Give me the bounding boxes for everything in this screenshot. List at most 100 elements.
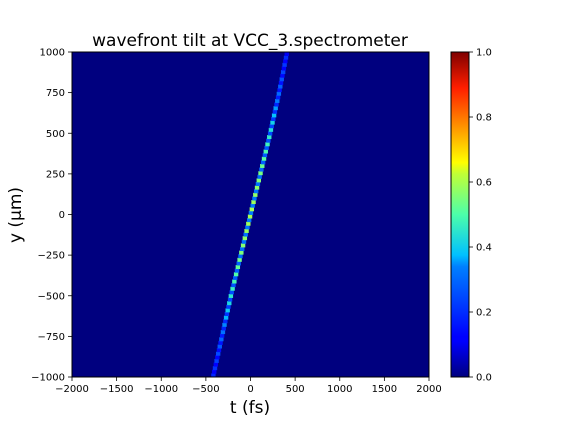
y-tick-label: −750 <box>38 332 65 343</box>
ridge-segment <box>273 106 278 111</box>
ridge-segment <box>219 333 225 338</box>
x-tick-label: −1000 <box>144 384 178 395</box>
x-axis-ticks: −2000 −1500 −1000 −500 0 500 1000 1500 2000 <box>55 377 442 395</box>
colorbar <box>450 51 470 378</box>
y-tick-label: −1000 <box>31 373 65 384</box>
x-tick-label: −500 <box>192 384 219 395</box>
ridge-segment <box>258 171 263 176</box>
ridge-segment <box>211 373 216 377</box>
y-tick-label: 500 <box>46 129 65 140</box>
colorbar-tick-label: 0.8 <box>476 113 492 124</box>
ridge-segment <box>223 319 228 324</box>
ridge-segment <box>216 348 222 353</box>
y-tick-label: 0 <box>59 210 65 221</box>
ridge-segment <box>281 66 287 71</box>
ridge-segment <box>249 207 255 212</box>
ridge-segment <box>252 196 257 201</box>
ridge-segment <box>257 174 262 179</box>
ridge-segment <box>240 247 245 252</box>
ridge-segment <box>250 203 255 208</box>
ridge-segment <box>243 232 248 237</box>
ridge-segment <box>215 351 221 356</box>
ridge-segment <box>218 340 223 345</box>
colorbar-tick-label: 0.4 <box>476 243 492 254</box>
ridge-segment <box>263 149 268 154</box>
ridge-segment <box>212 369 217 374</box>
ridge-segment <box>231 283 236 288</box>
ridge-segment <box>217 344 222 349</box>
ridge-segment <box>253 189 259 194</box>
ridge-segment <box>242 236 248 241</box>
colorbar-tick-label: 0.0 <box>476 373 492 384</box>
ridge-segment <box>219 337 224 342</box>
ridge-segment <box>271 113 277 118</box>
y-tick-label: −500 <box>38 291 65 302</box>
ridge-segment <box>256 178 261 183</box>
x-tick-label: 1000 <box>327 384 352 395</box>
ridge-segment <box>283 59 288 64</box>
ridge-segment <box>259 167 264 172</box>
ridge-segment <box>278 80 284 85</box>
x-axis-label: t (fs) <box>230 398 270 418</box>
ridge-segment <box>272 109 278 114</box>
ridge-segment <box>224 312 230 317</box>
ridge-segment <box>237 257 242 262</box>
y-axis-ticks: −1000 −750 −500 −250 0 250 500 750 1000 <box>31 48 72 384</box>
ridge-segment <box>248 210 254 215</box>
ridge-segment <box>275 98 280 103</box>
ridge-segment <box>233 275 238 280</box>
ridge-segment <box>280 70 286 75</box>
ridge-segment <box>240 243 246 248</box>
ridge-segment <box>267 135 272 140</box>
ridge-segment <box>241 239 247 244</box>
ridge-segment <box>251 200 256 205</box>
ridge-segment <box>225 308 230 313</box>
ridge-segment <box>266 138 271 143</box>
ridge-segment <box>230 286 235 291</box>
ridge-segment <box>253 192 258 197</box>
ridge-segment <box>278 84 283 89</box>
ridge-segment <box>221 326 226 331</box>
x-tick-label: 0 <box>247 384 253 395</box>
ridge-segment <box>279 77 284 82</box>
ridge-segment <box>274 102 279 107</box>
x-tick-label: 500 <box>286 384 305 395</box>
ridge-segment <box>229 290 234 295</box>
y-tick-label: 750 <box>46 88 65 99</box>
ridge-segment <box>226 304 231 309</box>
colorbar-tick-label: 0.6 <box>476 178 492 189</box>
y-tick-label: 250 <box>46 169 65 180</box>
ridge-segment <box>270 120 275 125</box>
x-tick-label: −1500 <box>100 384 134 395</box>
ridge-segment <box>247 214 253 219</box>
ridge-segment <box>245 225 250 230</box>
ridge-segment <box>232 279 237 284</box>
ridge-segment <box>276 91 282 96</box>
ridge-segment <box>284 52 289 57</box>
ridge-segment <box>236 261 241 266</box>
ridge-segment <box>267 131 273 136</box>
y-tick-label: −250 <box>38 251 65 262</box>
ridge-segment <box>244 228 249 233</box>
ridge-segment <box>271 117 276 122</box>
ridge-segment <box>235 265 241 270</box>
ridge-segment <box>214 358 219 363</box>
x-tick-label: 2000 <box>416 384 441 395</box>
ridge-segment <box>282 62 287 67</box>
ridge-segment <box>238 254 243 259</box>
ridge-segment <box>275 95 281 100</box>
ridge-segment <box>227 301 232 306</box>
colorbar-tick-label: 0.2 <box>476 308 492 319</box>
ridge-segment <box>265 142 270 147</box>
ridge-segment <box>233 272 239 277</box>
ridge-segment <box>261 156 267 161</box>
chart-title: wavefront tilt at VCC_3.spectrometer <box>92 31 408 51</box>
ridge-segment <box>268 127 274 132</box>
ridge-segment <box>260 160 266 165</box>
colorbar-ticks: 0.0 0.2 0.4 0.6 0.8 1.0 <box>469 48 492 384</box>
ridge-segment <box>215 355 220 360</box>
colorbar-tick-label: 1.0 <box>476 48 492 59</box>
ridge-segment <box>223 315 229 320</box>
ridge-segment <box>277 88 282 93</box>
